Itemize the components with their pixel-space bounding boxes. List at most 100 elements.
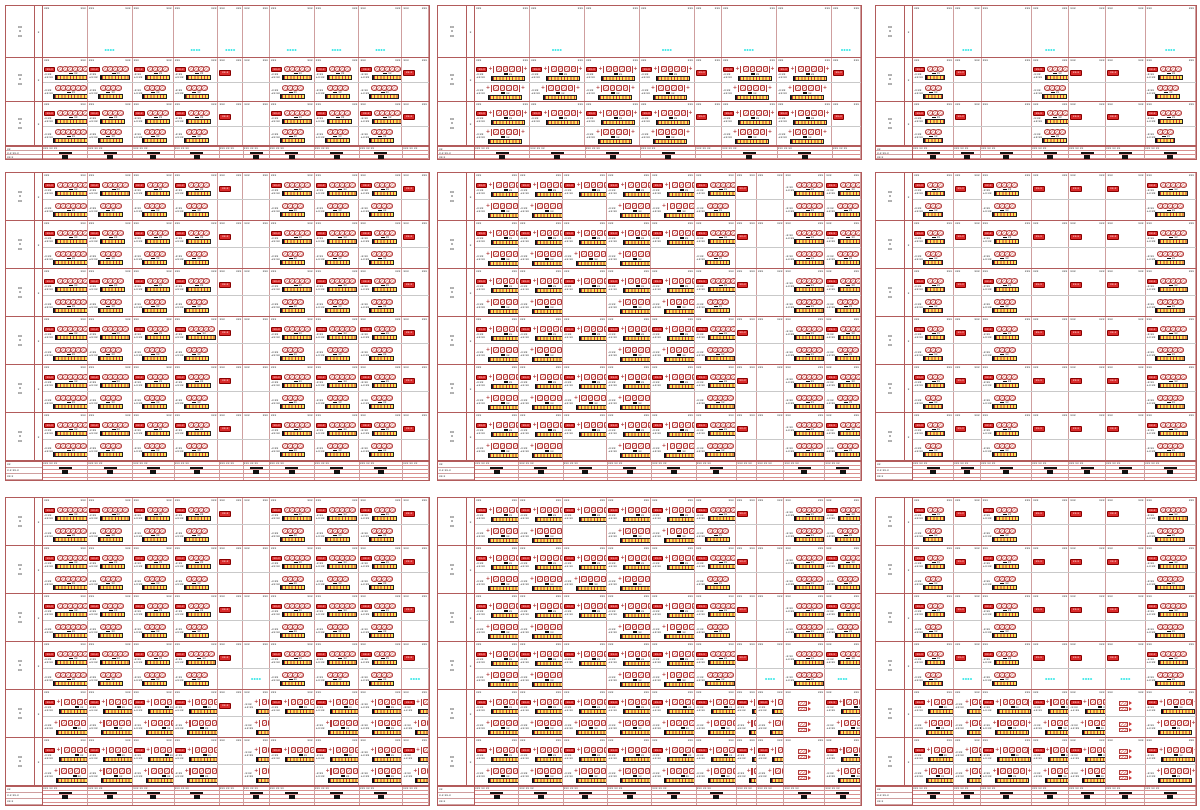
slot-cell: xx-x -x:xx +x:xx xx bbox=[133, 419, 174, 439]
consist-icon bbox=[102, 182, 130, 188]
consist-icon: ++ bbox=[788, 84, 827, 92]
column-header-left: xxx bbox=[778, 58, 784, 62]
emu-car-icon bbox=[641, 230, 647, 236]
group-grid: xxx xxx xxx xxx xxx xxx xxx xxx xxx xxx xxx xxx xxx x… bbox=[43, 365, 429, 412]
train-meta: xx-x -x:xx +x:xx bbox=[826, 278, 838, 292]
train-meta: -x:xx +x:xx bbox=[44, 132, 53, 139]
slot-cell: xx-x -x:xx +x:xx xx bbox=[43, 179, 88, 199]
emu-car-icon bbox=[537, 299, 543, 305]
column-header-right: xxx bbox=[1024, 6, 1031, 10]
train-meta: -x:xx +x:xx bbox=[520, 398, 529, 405]
column-header-left: xxx bbox=[476, 6, 482, 10]
coupler-icon: + bbox=[767, 128, 773, 135]
footer-label: xxx xx xx bbox=[784, 462, 799, 465]
time-label: -x:xx +x:xx bbox=[44, 72, 53, 80]
unit-tag: xx-x bbox=[360, 110, 372, 117]
loco-car-icon bbox=[122, 326, 130, 332]
train-meta: xx-x -x:xx +x:xx bbox=[44, 422, 56, 436]
emu-car-icon bbox=[685, 422, 691, 428]
column-header-right: xxx bbox=[687, 102, 693, 106]
consist-icon bbox=[102, 66, 130, 72]
emu-car-icon bbox=[540, 230, 546, 236]
car-number-tick bbox=[288, 91, 293, 93]
train-meta: -x:xx +x:xx bbox=[316, 254, 325, 261]
train-meta: xx-x -x:xx +x:xx bbox=[270, 110, 283, 124]
train-meta: -x:xx +x:xx bbox=[1147, 132, 1156, 139]
train-consist: xx bbox=[186, 66, 212, 80]
footer-column: xxx xx xx bbox=[1106, 147, 1145, 159]
consist-icon: ++ bbox=[618, 346, 651, 354]
train-meta: -x:xx +x:xx bbox=[175, 350, 184, 357]
unit-tag: xx-x bbox=[1070, 114, 1082, 120]
slot-cell: -x:xx +x:xx xx bbox=[825, 344, 861, 364]
stabling-bar bbox=[531, 212, 563, 218]
car-number-tick bbox=[666, 92, 671, 94]
stabling-bar bbox=[837, 335, 861, 340]
slot-cell bbox=[402, 296, 429, 316]
yard-label-line: xx bbox=[17, 333, 23, 338]
footer-column: xxx xx xx bbox=[244, 147, 270, 159]
platform-icon bbox=[249, 466, 263, 474]
time-label: -x:xx +x:xx bbox=[564, 380, 573, 388]
time-label: -x:xx +x:xx bbox=[44, 236, 53, 244]
stabling-bar bbox=[619, 404, 651, 410]
train-consist: xx bbox=[183, 395, 209, 409]
emu-car-icon bbox=[512, 129, 519, 135]
emu-car-icon bbox=[685, 182, 691, 188]
unit-tag: xx-x bbox=[1107, 186, 1119, 192]
yard-label-line: x bbox=[888, 77, 892, 82]
slot-cell: xx-x -x:xx +x:xx xx bbox=[359, 419, 403, 439]
loco-car-icon bbox=[161, 374, 169, 380]
column-headers: xxx xxx xxx xxx xxx xxx xxx xxx xxx xxx xxx xxx xxx x… bbox=[913, 58, 1196, 64]
slot-cell: xx-x-x:xx +x:xx++xx bbox=[607, 275, 652, 295]
consist-icon bbox=[99, 85, 122, 91]
train-meta: -x:xx +x:xx bbox=[914, 132, 923, 139]
pantograph-post-icon bbox=[576, 109, 578, 117]
column-header: xxx xxx bbox=[218, 102, 244, 108]
train-consist: ++xx bbox=[620, 277, 651, 293]
slot-cell: xx-x -x:xx +x:xx xx bbox=[982, 227, 1033, 247]
emu-car-icon bbox=[512, 203, 519, 209]
train-consist: xx bbox=[327, 278, 358, 292]
column-header-right: xxx bbox=[1024, 58, 1031, 62]
time-label: -x:xx +x:xx bbox=[520, 284, 529, 292]
stabling-bar bbox=[324, 452, 350, 457]
emu-car-icon bbox=[502, 182, 508, 188]
time-label: -x:xx +x:xx bbox=[608, 205, 617, 213]
column-header: xxx xxx bbox=[43, 58, 88, 64]
slot-cell: -x:xx +x:xx xx bbox=[133, 344, 174, 364]
pantograph-post-icon bbox=[629, 128, 631, 136]
emu-car-icon bbox=[600, 395, 607, 401]
slot-cell: xx-x-x:xx +x:xx++xx bbox=[475, 179, 520, 199]
car-number-text: xx bbox=[293, 255, 297, 260]
pantograph-post-icon bbox=[625, 325, 627, 333]
emu-car-icon bbox=[512, 347, 519, 353]
stabling-bar bbox=[666, 335, 695, 341]
loco-car-icon bbox=[159, 203, 167, 209]
consist-icon bbox=[146, 230, 169, 236]
train-consist: ++xx bbox=[488, 373, 519, 389]
train-meta: -x:xx +x:xx bbox=[608, 254, 617, 261]
slot-cell: xx-x -x:xx +x:xx xx bbox=[133, 323, 174, 343]
stabling-bar bbox=[183, 452, 209, 457]
yard-label-line: x bbox=[18, 242, 22, 247]
loco-car-icon bbox=[1058, 129, 1066, 135]
slot-cell bbox=[695, 83, 722, 101]
slot-cell: -x:xx +x:xx++xx bbox=[475, 248, 520, 268]
train-consist: xx bbox=[142, 299, 168, 313]
stabling-bar bbox=[487, 212, 519, 218]
slot-cell: xx-x-x:xx +x:xx++xx bbox=[475, 108, 530, 126]
time-label: -x:xx +x:xx bbox=[652, 445, 661, 453]
consist-icon: ++ bbox=[651, 128, 690, 136]
car-number: xx bbox=[293, 283, 302, 287]
car-number-text: xx bbox=[810, 71, 815, 76]
footer-column: xxx xx xx bbox=[825, 462, 861, 480]
emu-car-icon bbox=[496, 66, 502, 72]
slot-cell: xxxx bbox=[359, 12, 403, 57]
stabling-bar bbox=[619, 212, 651, 218]
time-label: -x:xx +x:xx bbox=[652, 236, 661, 244]
slot-cell: -x:xx +x:xx xx bbox=[315, 83, 360, 101]
platform-stem-icon bbox=[288, 154, 295, 159]
time-label: -x:xx +x:xx bbox=[174, 72, 184, 80]
slot-cell bbox=[585, 12, 640, 57]
